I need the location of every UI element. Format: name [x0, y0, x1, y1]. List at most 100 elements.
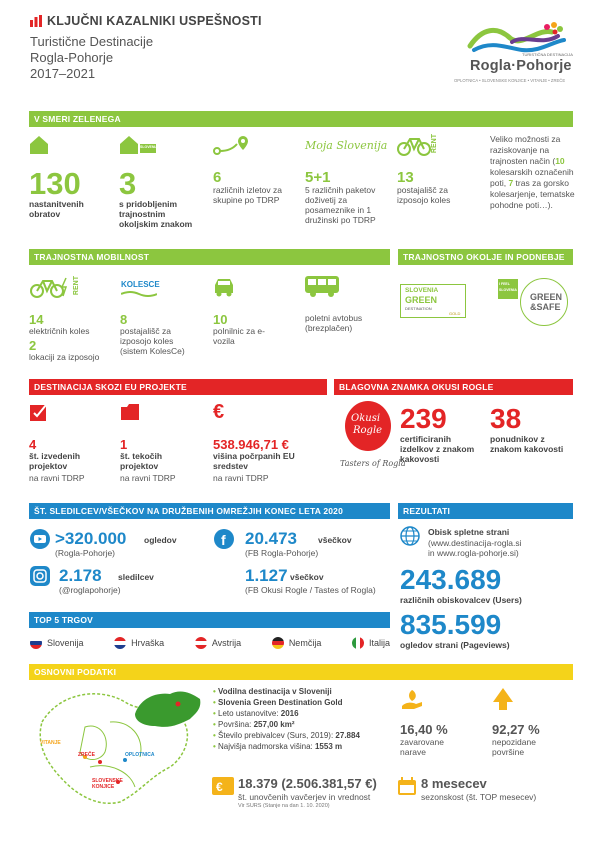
house-label-icon [120, 136, 156, 154]
green-note: Veliko možnosti za raziskovanje na trajn… [490, 134, 575, 211]
fb2-likes-unit: všečkov [290, 572, 324, 582]
logo-name: Rogla·Pohorje [470, 58, 572, 74]
basic-facts-list: Vodilna destinacija v Sloveniji Slovenia… [213, 686, 393, 752]
season-number: 8 mesecev [421, 776, 487, 791]
checklist-icon [30, 404, 47, 421]
undeveloped-number: 92,27 % [492, 722, 540, 737]
badge-text: &SAFE [530, 302, 561, 312]
subtitle-line1: Turistične Destinacije [30, 34, 154, 49]
stat-accommodation-number: 130 [29, 166, 81, 201]
pageviews-label: ogledov strani (Pageviews) [400, 640, 510, 650]
protected-nature-label: zavarovane narave [400, 737, 444, 757]
e-bike-icon [30, 277, 68, 298]
fact-text: Površina: [218, 720, 254, 729]
fact-item: Najvišja nadmorska višina: 1553 m [213, 741, 393, 752]
section-results-header: REZULTATI [398, 503, 573, 519]
svg-text:€: € [213, 401, 224, 421]
calendar-icon [398, 777, 416, 795]
moja-slovenija-logo: Moja Slovenija [305, 139, 388, 152]
stat-eu-done-label: št. izvedenih projektov [29, 451, 81, 471]
users-number: 243.689 [400, 564, 502, 595]
slovenia-green-mini: SLOVENIA GREEN [140, 145, 172, 149]
market-item: Nemčija [271, 637, 321, 649]
stat-eu-running-sub: na ravni TDRP [120, 473, 176, 483]
route-pin-icon [213, 136, 248, 155]
stat-ebikes-label: električnih koles [29, 326, 90, 336]
section-eu-header: DESTINACIJA SKOZI EU PROJEKTE [29, 379, 327, 395]
section-green-header: V SMERI ZELENEGA [29, 111, 573, 127]
tree-icon [493, 688, 513, 710]
badge-text: GREEN [405, 295, 438, 305]
voucher-icon: € [212, 777, 234, 795]
fb2-likes-source: (FB Okusi Rogle / Tastes of Rogla) [245, 585, 376, 595]
stat-bike-stations-number: 13 [397, 169, 414, 186]
stat-eu-running-label: št. tekočih projektov [120, 451, 163, 471]
note-number: 7 [508, 178, 514, 188]
okusi-logo-text: Rogle [353, 425, 383, 436]
fact-text: Vodilna destinacija v Sloveniji [218, 687, 332, 696]
fact-item: Površina: 257,00 km² [213, 719, 393, 730]
green-safe-badge: GREEN &SAFE [520, 278, 568, 326]
stat-trips-number: 6 [213, 169, 222, 186]
section-basic-header: OSNOVNI PODATKI [29, 664, 573, 680]
fact-text: Leto ustanovitve: [218, 709, 281, 718]
badge-text: I FEEL [499, 282, 510, 286]
fb-likes-source: (FB Rogla-Pohorje) [245, 548, 319, 558]
note-part: Veliko možnosti za raziskovanje na trajn… [490, 134, 561, 166]
youtube-icon [30, 529, 50, 549]
badge-text: SLOVENIA [405, 287, 439, 294]
stat-bus-label: poletni avtobus (brezplačen) [305, 313, 363, 333]
instagram-followers-number: 2.178 [59, 566, 102, 585]
badge-text: SLOVENIA [499, 288, 517, 292]
stat-eu-running-number: 1 [120, 437, 128, 452]
fb-likes-number: 20.473 [245, 529, 297, 548]
note-part: kolesarskih označenih poti, [490, 167, 574, 188]
folder-icon [121, 404, 139, 420]
map-label-oplotnica: OPLOTNICA [125, 752, 155, 758]
electric-car-icon [215, 279, 233, 297]
section-social-header: ŠT. SLEDILCEV/VŠEČKOV NA DRUŽBENIH OMREŽ… [29, 503, 390, 519]
stat-eu-done-number: 4 [29, 437, 37, 452]
section-markets-header: TOP 5 TRGOV [29, 612, 390, 628]
okusi-logo-text: Okusi [351, 413, 381, 424]
instagram-icon [30, 566, 50, 586]
stat-ebikes-number: 14 [29, 312, 44, 327]
fb2-likes-number: 1.127 [245, 566, 288, 585]
market-label: Italija [368, 638, 390, 648]
i-feel-slovenia-badge: I FEEL SLOVENIA [498, 279, 518, 299]
bus-icon [305, 276, 339, 297]
youtube-source: (Rogla-Pohorje) [55, 548, 115, 558]
subtitle-line3: 2017–2021 [30, 66, 96, 81]
kolesce-wave-icon [121, 291, 157, 297]
market-item: Slovenija [30, 637, 84, 649]
stat-kolesce-label: postajališč za izposojo koles (sistem Ko… [120, 326, 185, 356]
fact-text: Najvišja nadmorska višina: [218, 742, 315, 751]
map-label-konjice: SLOVENSKE KONJICE [92, 778, 123, 790]
fact-item: Vodilna destinacija v Sloveniji [213, 686, 393, 697]
bar-chart-icon [30, 15, 42, 27]
fact-text: Število prebivalcev (Surs, 2019): [218, 731, 336, 740]
slovenia-flag-icon [30, 637, 42, 649]
stat-chargers-label: polnilnic za e-vozila [213, 326, 265, 346]
map-label-zrece: ZREČE [78, 752, 95, 758]
stat-ecolabel-label: s pridobljenim trajnostnim okoljskim zna… [119, 199, 193, 229]
stat-eu-funds-sub: na ravni TDRP [213, 473, 269, 483]
austria-flag-icon [194, 637, 207, 649]
bicycle-icon [397, 138, 431, 156]
fact-text: Slovenia Green Destination Gold [218, 698, 343, 707]
italy-flag-icon [351, 637, 364, 649]
stat-eu-done-sub: na ravni TDRP [29, 473, 85, 483]
instagram-followers-unit: sledilcev [118, 572, 154, 582]
web-visits-title: Obisk spletne strani [428, 527, 510, 537]
web-visits-url1: (www.destinacija-rogla.si [428, 538, 522, 548]
vouchers-source: Vir SURS (Stanje na dan 1. 10. 2020) [238, 803, 330, 809]
subtitle-line2: Rogla-Pohorje [30, 50, 114, 65]
protected-nature-number: 16,40 % [400, 722, 448, 737]
map-label-konjice-line: SLOVENSKE [92, 778, 123, 784]
market-item: Italija [351, 637, 390, 649]
stat-eu-funds-number: 538.946,71 € [213, 437, 289, 452]
okusi-rogle-logo: Okusi Rogle [345, 401, 391, 451]
vouchers-label: št. unovčenih vavčerjev in vrednost [238, 792, 371, 802]
stat-packages-number: 5+1 [305, 169, 331, 186]
facebook-icon: f [214, 529, 234, 549]
